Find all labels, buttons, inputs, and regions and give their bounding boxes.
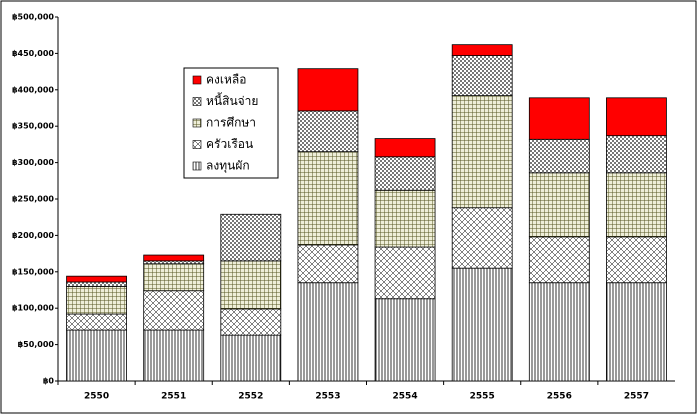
y-tick-label: ฿300,000	[12, 158, 54, 167]
bar-segment	[220, 308, 282, 336]
bar-segment	[606, 236, 667, 284]
bar-segment	[374, 298, 436, 382]
bar-segment	[297, 282, 359, 382]
bar-segment	[297, 110, 359, 153]
y-tick-label: ฿450,000	[12, 49, 54, 58]
bar-segment	[143, 254, 205, 262]
x-tick-label: 2553	[315, 392, 340, 402]
bar-segment	[528, 282, 590, 382]
bar-segment	[143, 263, 205, 292]
bar-segment	[220, 213, 282, 262]
legend-label: ลงทุนผัก	[206, 159, 250, 174]
bar-segment	[528, 172, 590, 238]
legend-label: หนี้สินจ่าย	[206, 92, 258, 108]
bar-segment	[66, 275, 127, 283]
legend-swatch	[192, 161, 202, 171]
bar-segment	[451, 267, 513, 382]
x-tick-label: 2554	[393, 392, 418, 402]
bar-segment	[528, 97, 590, 140]
bar-segment	[451, 207, 513, 269]
bar-segment	[220, 260, 282, 310]
bar-segment	[374, 138, 436, 158]
legend-label: การศึกษา	[206, 116, 256, 130]
bar-segment	[297, 151, 359, 246]
bar-segment	[374, 156, 436, 191]
bar-segment	[528, 138, 590, 174]
legend-swatch	[192, 118, 202, 128]
bar-segment	[451, 44, 513, 56]
y-tick-label: ฿500,000	[12, 13, 54, 22]
y-tick-label: ฿0	[43, 377, 55, 386]
bar-segment	[143, 329, 205, 382]
y-tick-label: ฿350,000	[12, 122, 54, 131]
x-tick-label: 2550	[84, 392, 109, 402]
bar-segment	[297, 244, 359, 284]
legend-label: คงเหลือ	[206, 73, 246, 87]
bar-segment	[451, 95, 513, 209]
bar-segment	[66, 313, 127, 331]
bar-segment	[220, 334, 282, 382]
bar-segment	[606, 97, 667, 137]
legend-swatch	[192, 140, 202, 149]
legend-label: ครัวเรือน	[206, 137, 253, 151]
x-tick-label: 2552	[238, 392, 263, 402]
bar-segment	[606, 135, 667, 174]
bar-segment	[297, 68, 359, 112]
y-tick-label: ฿100,000	[12, 304, 54, 313]
x-tick-label: 2556	[547, 392, 572, 402]
y-tick-label: ฿250,000	[12, 195, 54, 204]
bar-segment	[374, 246, 436, 300]
y-tick-label: ฿50,000	[18, 340, 55, 349]
legend-swatch	[192, 75, 202, 85]
bar-segment	[606, 172, 667, 238]
bar-segment	[143, 290, 205, 331]
bar-segment	[528, 236, 590, 284]
y-tick-label: ฿150,000	[12, 267, 54, 276]
x-tick-label: 2551	[161, 392, 186, 402]
bar-segment	[451, 55, 513, 97]
bar-segment	[66, 281, 127, 287]
x-tick-label: 2557	[624, 392, 649, 402]
y-tick-label: ฿400,000	[12, 85, 54, 94]
bar-segment	[374, 189, 436, 248]
bar-segment	[143, 260, 205, 265]
bar-segment	[66, 329, 127, 382]
legend-swatch	[192, 97, 202, 106]
bar-segment	[66, 285, 127, 315]
bar-segment	[606, 282, 667, 382]
y-tick-label: ฿200,000	[12, 231, 54, 240]
x-tick-label: 2555	[470, 392, 495, 402]
